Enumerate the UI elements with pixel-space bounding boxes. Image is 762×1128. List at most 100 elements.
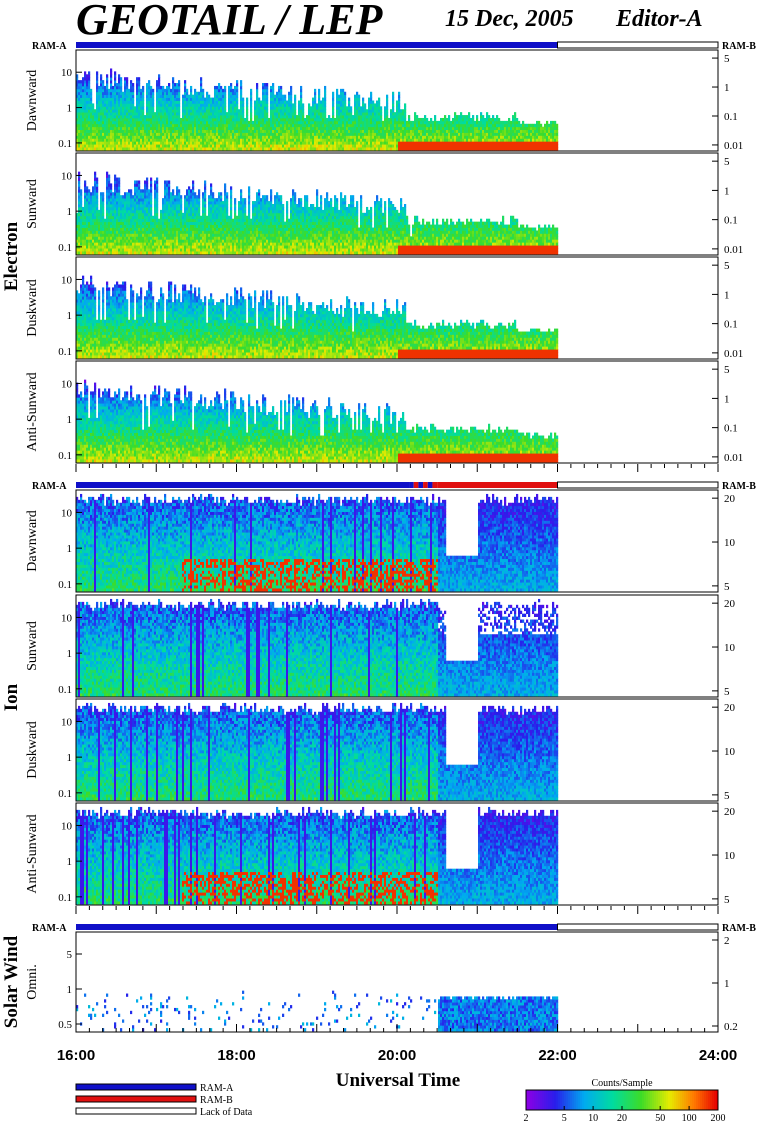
spectrogram-cell	[110, 135, 112, 138]
spectrogram-cell	[156, 103, 158, 106]
spectrogram-cell	[100, 121, 102, 124]
spectrogram-cell	[88, 77, 90, 80]
spectrogram-cell	[146, 103, 148, 106]
spectrogram-cell	[152, 89, 154, 92]
spectrogram-cell	[154, 124, 156, 127]
spectrogram-cell	[130, 124, 132, 127]
spectrogram-cell	[80, 121, 82, 124]
spectrogram-cell	[136, 106, 138, 109]
spectrogram-cell	[100, 77, 102, 80]
spectrogram-cell	[158, 121, 160, 124]
spectrogram-cell	[78, 86, 80, 89]
spectrogram-cell	[130, 86, 132, 89]
spectrogram-cell	[90, 135, 92, 138]
spectrogram-cell	[150, 92, 152, 95]
spectrogram-cell	[110, 86, 112, 89]
spectrogram-cell	[86, 101, 88, 104]
spectrogram-cell	[90, 133, 92, 136]
spectrogram-cell	[152, 124, 154, 127]
spectrogram-cell	[146, 89, 148, 92]
spectrogram-cell	[86, 95, 88, 98]
spectrogram-cell	[82, 147, 84, 150]
spectrogram-cell	[118, 130, 120, 133]
spectrogram-cell	[132, 141, 134, 144]
spectrogram-cell	[142, 144, 144, 147]
spectrogram-cell	[80, 130, 82, 133]
spectrogram-cell	[80, 101, 82, 104]
spectrogram-cell	[122, 101, 124, 104]
spectrogram-cell	[88, 74, 90, 77]
spectrogram-cell	[102, 86, 104, 89]
spectrogram-cell	[110, 115, 112, 118]
spectrogram-cell	[128, 127, 130, 130]
spectrogram-cell	[140, 135, 142, 138]
spectrogram-cell	[148, 103, 150, 106]
spectrogram-cell	[148, 144, 150, 147]
spectrogram-cell	[80, 133, 82, 136]
spectrogram-cell	[116, 141, 118, 144]
spectrogram-cell	[122, 115, 124, 118]
spectrogram-cell	[142, 89, 144, 92]
spectrogram-cell	[86, 127, 88, 130]
spectrogram-cell	[116, 135, 118, 138]
spectrogram-cell	[128, 144, 130, 147]
spectrogram-cell	[102, 147, 104, 150]
spectrogram-cell	[148, 127, 150, 130]
spectrogram-cell	[114, 95, 116, 98]
spectrogram-cell	[80, 118, 82, 121]
spectrogram-cell	[140, 92, 142, 95]
spectrogram-cell	[120, 112, 122, 115]
spectrogram-cell	[102, 121, 104, 124]
spectrogram-cell	[88, 130, 90, 133]
spectrogram-cell	[94, 124, 96, 127]
spectrogram-cell	[132, 135, 134, 138]
spectrogram-cell	[130, 133, 132, 136]
spectrogram-cell	[138, 92, 140, 95]
spectrogram-cell	[92, 135, 94, 138]
spectrogram-cell	[94, 121, 96, 124]
spectrogram-cell	[126, 106, 128, 109]
spectrogram-cell	[118, 74, 120, 77]
spectrogram-cell	[154, 144, 156, 147]
spectrogram-cell	[128, 130, 130, 133]
spectrogram-cell	[112, 115, 114, 118]
spectrogram-cell	[132, 138, 134, 141]
spectrogram-cell	[152, 127, 154, 130]
spectrogram-cell	[80, 83, 82, 86]
spectrogram-cell	[130, 144, 132, 147]
spectrogram-cell	[158, 138, 160, 141]
spectrogram-cell	[150, 86, 152, 89]
spectrogram-cell	[150, 127, 152, 130]
spectrogram-cell	[140, 89, 142, 92]
spectrogram-cell	[124, 141, 126, 144]
spectrogram-cell	[106, 106, 108, 109]
spectrogram-cell	[110, 147, 112, 150]
spectrogram-cell	[120, 83, 122, 86]
spectrogram-cell	[80, 98, 82, 101]
spectrogram-cell	[156, 133, 158, 136]
spectrogram-cell	[112, 89, 114, 92]
spectrogram-cell	[82, 112, 84, 115]
spectrogram-cell	[98, 92, 100, 95]
spectrogram-cell	[136, 141, 138, 144]
spectrogram-cell	[106, 89, 108, 92]
spectrogram-cell	[154, 138, 156, 141]
spectrogram-cell	[98, 133, 100, 136]
spectrogram-cell	[136, 77, 138, 80]
spectrogram-cell	[92, 138, 94, 141]
spectrogram-cell	[124, 98, 126, 101]
spectrogram-cell	[138, 135, 140, 138]
spectrogram-cell	[126, 144, 128, 147]
spectrogram-cell	[118, 115, 120, 118]
spectrogram-cell	[156, 95, 158, 98]
spectrogram-cell	[116, 98, 118, 101]
spectrogram-cell	[108, 103, 110, 106]
spectrogram-cell	[96, 71, 98, 74]
spectrogram-cell	[118, 133, 120, 136]
spectrogram-cell	[100, 86, 102, 89]
spectrogram-cell	[134, 144, 136, 147]
spectrogram-cell	[126, 130, 128, 133]
spectrogram-cell	[114, 109, 116, 112]
spectrogram-cell	[138, 106, 140, 109]
spectrogram-cell	[108, 135, 110, 138]
